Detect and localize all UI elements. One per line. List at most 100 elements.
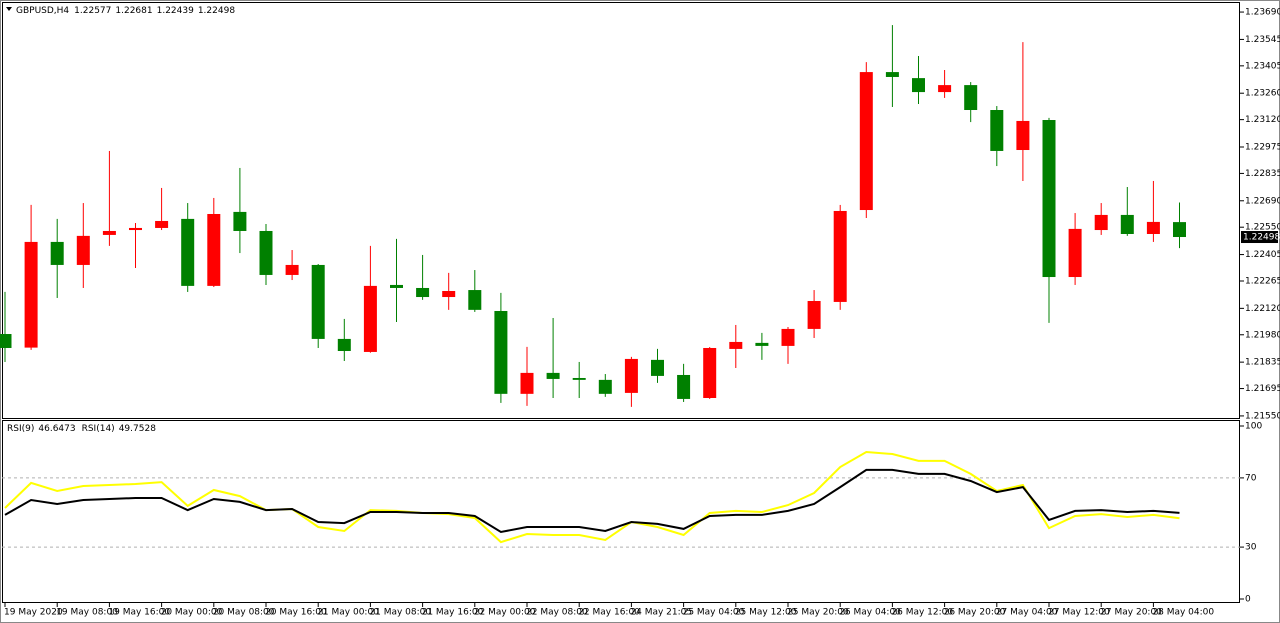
x-tick-label: 21 May 00:00 <box>317 608 379 618</box>
rsi14-value: 49.7528 <box>119 424 156 434</box>
y-tick-label: 1.23120 <box>1245 115 1280 125</box>
header-low: 1.22439 <box>157 6 194 16</box>
rsi-line <box>4 450 1180 544</box>
rsi9-name: RSI(9) <box>7 424 34 434</box>
y-tick-label: 0 <box>1245 595 1251 605</box>
candle-body <box>520 372 534 394</box>
y-tick-label: 1.21550 <box>1245 411 1280 421</box>
symbol: GBPUSD,H4 <box>16 6 69 16</box>
price-tag <box>1241 231 1278 244</box>
x-tick-label: 20 May 08:00 <box>213 608 275 618</box>
candle-body <box>546 372 560 379</box>
x-tick-label: 19 May 08:00 <box>56 608 118 618</box>
x-tick-label: 22 May 00:00 <box>474 608 536 618</box>
candle-body <box>938 85 952 93</box>
y-tick-label: 1.23260 <box>1245 89 1280 99</box>
x-tick-label: 21 May 16:00 <box>422 608 484 618</box>
candle-body <box>363 285 377 352</box>
x-tick-label: 21 May 08:00 <box>369 608 431 618</box>
candle-body <box>285 264 299 275</box>
candle-body <box>1146 221 1160 234</box>
y-tick-label: 1.22690 <box>1245 196 1280 206</box>
candle-body <box>1120 214 1134 234</box>
candle-body <box>859 72 873 211</box>
candle-body <box>651 359 664 376</box>
x-tick-label: 22 May 16:00 <box>578 608 640 618</box>
candle-body <box>677 374 691 399</box>
header-open: 1.22577 <box>74 6 111 16</box>
chart-header: GBPUSD,H4 1.22577 1.22681 1.22439 1.22498 <box>16 6 235 16</box>
candle-body <box>781 328 795 346</box>
candle-body <box>76 235 90 265</box>
candle-body <box>24 241 38 348</box>
candle-body <box>912 78 925 93</box>
y-tick-label: 1.22120 <box>1245 304 1280 314</box>
candle-body <box>1068 228 1082 278</box>
candle-body <box>1173 222 1186 238</box>
x-tick-label: 27 May 12:00 <box>1048 608 1110 618</box>
x-tick-label: 27 May 20:00 <box>1100 608 1162 618</box>
y-tick-label: 1.22550 <box>1245 223 1280 233</box>
y-tick-label: 1.22835 <box>1245 169 1280 179</box>
x-tick-label: 24 May 21:05 <box>630 608 692 618</box>
candle-body <box>703 347 717 398</box>
candle-body <box>807 300 821 329</box>
y-tick-label: 1.21835 <box>1245 358 1280 368</box>
candle-body <box>442 290 456 298</box>
menu-arrow <box>6 7 12 11</box>
x-tick-label: 26 May 12:00 <box>891 608 953 618</box>
candle-body <box>755 342 769 346</box>
x-tick-label: 25 May 20:00 <box>787 608 849 618</box>
x-tick-label: 25 May 04:00 <box>683 608 745 618</box>
candle-body <box>964 85 978 111</box>
y-tick-label: 100 <box>1245 422 1262 432</box>
x-tick-label: 20 May 16:00 <box>265 608 327 618</box>
y-tick-label: 1.22975 <box>1245 142 1280 152</box>
candle-body <box>155 220 169 228</box>
candle-body <box>624 358 638 393</box>
rsi-header: RSI(9) 46.6473 RSI(14) 49.7528 <box>7 424 156 434</box>
x-tick-label: 20 May 00:00 <box>161 608 223 618</box>
rsi-panel <box>2 420 1240 603</box>
candle-body <box>0 334 12 348</box>
candle-body <box>598 379 612 394</box>
candle-body <box>885 72 899 77</box>
y-tick-label: 1.21980 <box>1245 330 1280 340</box>
candle-body <box>129 227 142 231</box>
candle-body <box>50 241 64 265</box>
candle-body <box>259 230 273 275</box>
y-tick-label: 70 <box>1245 473 1257 483</box>
candle-body <box>207 213 221 286</box>
y-tick-label: 1.23545 <box>1245 35 1280 45</box>
candle-body <box>233 211 247 231</box>
candle-body <box>416 287 430 298</box>
rsi-line <box>4 468 1180 534</box>
candle-body <box>572 377 586 380</box>
price-tag-label: 1.22498 <box>1243 233 1280 243</box>
x-tick-label: 26 May 04:00 <box>839 608 901 618</box>
candle-body <box>102 230 116 235</box>
candle-body <box>1016 120 1030 151</box>
candle-body <box>1042 120 1056 278</box>
header-close: 1.22498 <box>198 6 235 16</box>
x-tick-label: 28 May 04:00 <box>1152 608 1214 618</box>
x-tick-label: 26 May 20:00 <box>944 608 1006 618</box>
x-tick-label: 19 May 16:00 <box>108 608 170 618</box>
y-tick-label: 1.23405 <box>1245 61 1280 71</box>
candle-body <box>468 290 482 310</box>
candle-body <box>1094 214 1108 231</box>
x-tick-label: 22 May 08:00 <box>526 608 588 618</box>
candle-body <box>311 264 325 339</box>
header-high: 1.22681 <box>115 6 152 16</box>
candle-body <box>833 210 847 302</box>
candle-body <box>729 341 743 349</box>
y-tick-label: 1.21695 <box>1245 384 1280 394</box>
price-panel <box>2 2 1240 419</box>
x-tick-label: 19 May 2020 <box>4 608 63 618</box>
y-tick-label: 1.22265 <box>1245 276 1280 286</box>
y-tick-label: 1.22405 <box>1245 250 1280 260</box>
y-tick-label: 1.23690 <box>1245 8 1280 18</box>
